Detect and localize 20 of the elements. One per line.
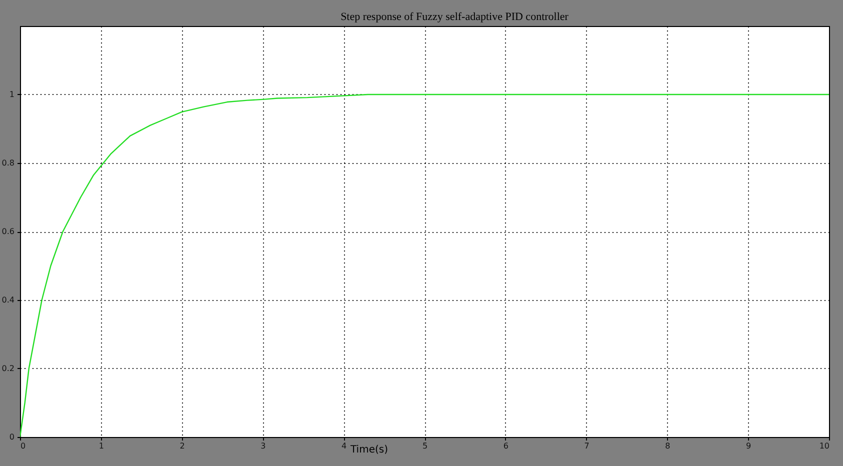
x-tick-label: 1 [98, 442, 104, 450]
y-tick-label: 1 [9, 90, 14, 99]
y-tick-label: 0.6 [2, 227, 14, 236]
x-tick-label: 4 [342, 442, 347, 450]
x-tick-label: 5 [422, 442, 428, 450]
x-tick-label: 6 [503, 442, 508, 450]
x-tick-label: 7 [584, 442, 590, 450]
x-tick-label: 10 [819, 442, 830, 450]
x-tick-label: 3 [260, 442, 266, 450]
y-tick-label: 0 [9, 432, 14, 442]
x-tick-label: 2 [180, 442, 185, 450]
y-tick-label: 0.4 [2, 296, 14, 304]
line-series [20, 94, 829, 437]
x-axis-title: Time(s) [350, 444, 388, 456]
y-tick-label: 0.2 [2, 364, 14, 373]
x-tick-label: 0 [20, 442, 26, 450]
x-tick-label: 8 [665, 442, 670, 450]
y-tick-label: 0.8 [2, 158, 14, 168]
x-tick-label: 9 [746, 442, 752, 450]
chart-title: Step response of Fuzzy self-adaptive PID controller [340, 11, 569, 23]
